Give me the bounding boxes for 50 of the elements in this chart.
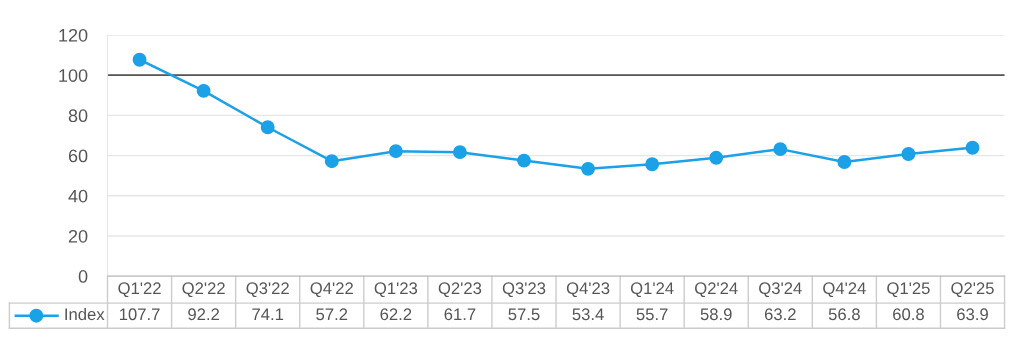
legend-label: Index <box>65 307 105 321</box>
data-label: 57.2 <box>316 308 348 321</box>
point <box>196 83 211 98</box>
x-tick-label: Q2'25 <box>951 282 994 298</box>
y-tick-label: 0 <box>78 270 88 283</box>
point <box>709 150 724 165</box>
data-label: 53.4 <box>572 308 604 321</box>
x-tick-label: Q3'22 <box>246 282 289 298</box>
x-tick-label: Q3'24 <box>759 282 802 298</box>
point <box>452 145 467 160</box>
data-label: 57.5 <box>508 308 540 321</box>
x-tick-label: Q1'22 <box>118 282 161 298</box>
data-label: 60.8 <box>893 308 924 321</box>
data-label: 58.9 <box>700 308 732 321</box>
y-tick-label: 20 <box>68 229 88 243</box>
point <box>388 144 403 159</box>
x-tick-label: Q3'23 <box>502 282 546 298</box>
point <box>324 154 339 169</box>
x-tick-label: Q4'22 <box>310 282 353 298</box>
point <box>901 147 916 161</box>
point <box>132 52 147 67</box>
x-tick-label: Q2'22 <box>182 282 225 298</box>
x-tick-label: Q1'24 <box>630 282 674 298</box>
data-label: 92.2 <box>188 308 220 321</box>
x-tick-label: Q1'23 <box>374 282 418 298</box>
data-label: 61.7 <box>444 308 476 321</box>
y-tick-label: 60 <box>68 149 88 163</box>
y-tick-label: 80 <box>68 109 88 123</box>
data-label: 107.7 <box>119 308 160 321</box>
y-tick-label: 120 <box>59 28 88 42</box>
data-label: 56.8 <box>828 308 860 321</box>
y-tick-label: 100 <box>59 69 88 82</box>
x-tick-label: Q2'24 <box>695 282 738 298</box>
y-tick-label: 40 <box>68 189 88 203</box>
data-label: 55.7 <box>636 308 668 321</box>
point <box>773 142 788 157</box>
x-tick-label: Q4'23 <box>566 282 610 298</box>
data-label: 63.9 <box>957 308 988 321</box>
point <box>581 161 596 176</box>
x-tick-label: Q1'25 <box>887 282 930 298</box>
data-label: 74.1 <box>252 308 284 321</box>
x-tick-label: Q4'24 <box>823 282 866 298</box>
x-tick-label: Q2'23 <box>438 282 482 298</box>
point <box>260 120 275 135</box>
data-label: 62.2 <box>380 308 412 321</box>
point <box>965 140 980 155</box>
point <box>517 153 531 168</box>
point <box>837 155 852 169</box>
point <box>645 157 660 172</box>
data-label: 63.2 <box>764 308 796 321</box>
